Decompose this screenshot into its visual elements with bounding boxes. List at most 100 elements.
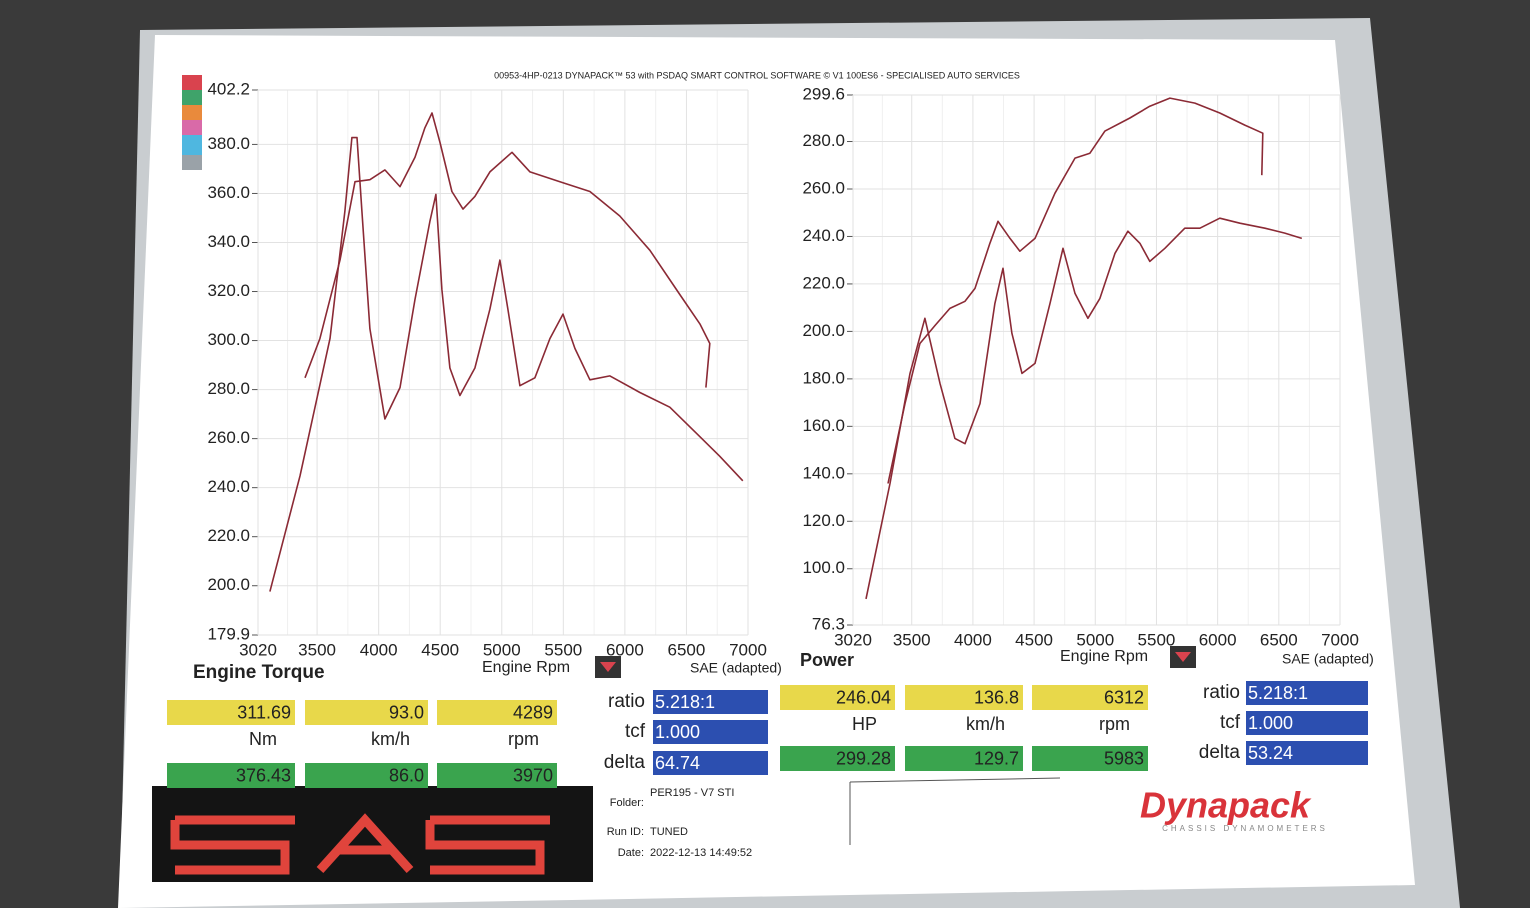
y-tick-label: 140.0 [802, 463, 845, 482]
param-box [1246, 681, 1368, 705]
y-tick-label: 240.0 [207, 477, 250, 496]
readout-value: 129.7 [974, 748, 1019, 768]
x-axis-label: Engine Rpm [1060, 648, 1148, 665]
readout-value: 86.0 [389, 765, 424, 785]
readout-value: 4289 [513, 702, 553, 722]
param-label: delta [604, 752, 646, 773]
y-tick-label: 200.0 [207, 575, 250, 594]
readout-box [305, 763, 428, 788]
y-tick-label: 299.6 [802, 84, 845, 103]
chart-title: Power [800, 650, 854, 670]
readout-box [1032, 685, 1148, 710]
y-tick-label: 340.0 [207, 232, 250, 251]
param-box [1246, 711, 1368, 735]
y-tick-label: 280.0 [207, 379, 250, 398]
param-label: delta [1199, 742, 1241, 763]
series-line [269, 136, 744, 592]
legend-swatches [182, 75, 202, 170]
plot: 179.9 200.0 220.0 240.0 260.0 280.0 300.0 320.0… [207, 79, 766, 659]
param-label: tcf [1220, 712, 1241, 733]
param-value: 5.218:1 [1248, 683, 1308, 703]
brand-tagline: CHASSIS DYNAMOMETERS [1162, 824, 1328, 833]
run-info-label: Date: [618, 847, 644, 859]
y-tick-label: 200.0 [802, 321, 845, 340]
param-value: 64.74 [655, 753, 700, 773]
y-tick-label: 260.0 [802, 178, 845, 197]
chart-title: Engine Torque [193, 662, 325, 683]
readout-value: 299.28 [836, 748, 891, 768]
param-value: 1.000 [655, 722, 700, 742]
readout-unit: km/h [966, 714, 1005, 734]
x-tick-label: 4500 [1015, 630, 1053, 649]
x-axis-label: Engine Rpm [482, 659, 570, 676]
correction-note: SAE (adapted) [690, 660, 782, 676]
readout-box [905, 685, 1023, 710]
x-tick-label: 3500 [893, 630, 931, 649]
param-label: ratio [1203, 682, 1240, 703]
readout-value: 136.8 [974, 687, 1019, 707]
y-tick-label: 220.0 [207, 526, 250, 545]
x-tick-label: 5500 [1138, 630, 1176, 649]
series-line [865, 217, 1303, 600]
y-tick-label: 402.2 [207, 79, 250, 98]
readout-value: 246.04 [836, 687, 891, 707]
param-value: 53.24 [1248, 743, 1293, 763]
correction-note: SAE (adapted) [1282, 651, 1374, 667]
readout-value: 376.43 [236, 765, 291, 785]
x-tick-label: 3500 [298, 640, 336, 659]
separator [849, 777, 1061, 783]
swatch [182, 75, 202, 90]
brand-logo: Dynapack [1140, 785, 1312, 826]
x-tick-label: 6000 [1199, 630, 1237, 649]
x-tick-label: 6500 [668, 640, 706, 659]
y-tick-label: 160.0 [802, 416, 845, 435]
y-tick-label: 240.0 [802, 226, 845, 245]
readout-box [905, 746, 1023, 771]
x-tick-label: 6500 [1260, 630, 1298, 649]
readout-value: 3970 [513, 765, 553, 785]
y-tick-label: 360.0 [207, 183, 250, 202]
y-tick-label: 320.0 [207, 281, 250, 300]
x-tick-label: 6000 [606, 640, 644, 659]
dropdown-arrow [1175, 652, 1191, 662]
y-tick-label: 120.0 [802, 511, 845, 530]
swatch [182, 90, 202, 105]
readout-value: 93.0 [389, 702, 424, 722]
readout-value: 311.69 [237, 702, 291, 722]
readout-unit: km/h [371, 729, 410, 749]
run-info-value: 2022-12-13 14:49:52 [650, 847, 752, 859]
readout-unit: rpm [508, 729, 539, 749]
swatch [182, 155, 202, 170]
param-box [1246, 741, 1368, 765]
y-tick-label: 100.0 [802, 558, 845, 577]
x-tick-label: 4500 [421, 640, 459, 659]
readout-unit: Nm [249, 729, 277, 749]
run-info-value: TUNED [650, 826, 688, 838]
param-value: 1.000 [1248, 713, 1293, 733]
readout-box [780, 685, 895, 710]
param-value: 5.218:1 [655, 692, 715, 712]
readout-box [1032, 746, 1148, 771]
y-tick-label: 220.0 [802, 273, 845, 292]
logo-shape [170, 813, 550, 875]
x-tick-label: 5500 [544, 640, 582, 659]
param-label: ratio [608, 691, 645, 712]
series-line [304, 112, 711, 388]
x-tick-label: 7000 [729, 640, 767, 659]
y-tick-label: 76.3 [812, 614, 845, 633]
run-info-value: PER195 - V7 STI [650, 787, 734, 799]
readout-value: 5983 [1104, 748, 1144, 768]
swatch [182, 135, 202, 155]
readout-box [437, 763, 557, 788]
y-tick-label: 300.0 [207, 330, 250, 349]
swatch [182, 105, 202, 120]
readout-value: 6312 [1104, 687, 1144, 707]
readout-box [167, 700, 295, 725]
x-tick-label: 4000 [954, 630, 992, 649]
swatch [182, 120, 202, 135]
header: 00953-4HP-0213 DYNAPACK™ 53 with PSDAQ S… [494, 70, 1020, 80]
x-tick-label: 5000 [1076, 630, 1114, 649]
y-tick-label: 380.0 [207, 134, 250, 153]
y-tick-label: 260.0 [207, 428, 250, 447]
